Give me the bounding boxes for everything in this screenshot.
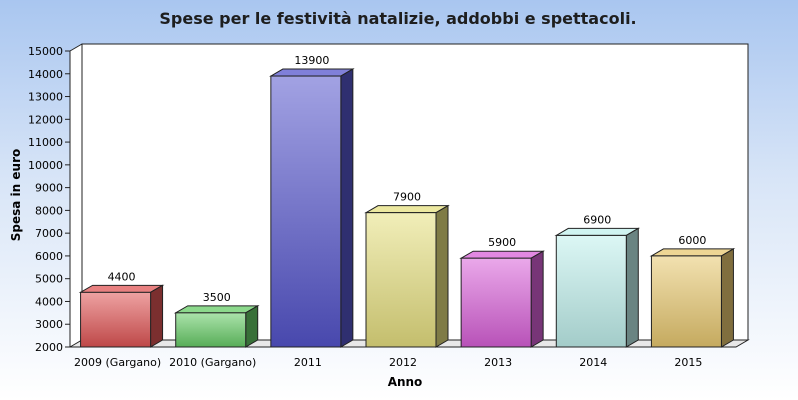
y-tick-label: 11000 (28, 136, 63, 149)
bar-6 (554, 227, 641, 348)
x-axis-title: Anno (388, 375, 423, 389)
y-axis-title: Spesa in euro (9, 149, 23, 241)
bar-front (80, 291, 152, 348)
y-tick-label: 4000 (35, 295, 63, 308)
bar-side (435, 204, 449, 348)
data-label: 4400 (108, 270, 136, 283)
bar-side (720, 248, 734, 348)
bar-side (340, 68, 354, 348)
x-tick-label: 2012 (389, 356, 417, 369)
chart-title: Spese per le festività natalizie, addobb… (159, 9, 636, 28)
bar-top (459, 250, 545, 259)
data-label: 6900 (583, 213, 611, 226)
bar-front (270, 75, 342, 348)
data-label: 6000 (678, 234, 706, 247)
data-label: 5900 (488, 236, 516, 249)
bar-front (555, 234, 627, 348)
bar-side (625, 227, 639, 348)
y-tick-label: 5000 (35, 273, 63, 286)
bar-side (245, 304, 259, 348)
y-tick-label: 12000 (28, 113, 63, 126)
x-axis: 2009 (Gargano) 2010 (Gargano) 2011 2012 2013… (74, 356, 702, 369)
bar-top (554, 227, 641, 236)
bar-front (365, 212, 437, 348)
y-tick-label: 9000 (35, 182, 63, 195)
y-tick-label: 15000 (28, 45, 63, 58)
bar-front (650, 255, 722, 348)
y-tick-label: 2000 (35, 341, 63, 354)
bar-front (460, 257, 532, 348)
bar-side (150, 284, 164, 348)
bar-top (269, 68, 355, 77)
data-label: 3500 (203, 291, 231, 304)
bar-side (530, 250, 544, 348)
y-tick-label: 14000 (28, 68, 63, 81)
plot-corner-line (69, 43, 83, 52)
data-label: 13900 (294, 54, 329, 67)
x-tick-label: 2013 (484, 356, 512, 369)
bar-top (364, 205, 450, 214)
bar-top (173, 305, 260, 314)
y-tick-label: 7000 (35, 227, 63, 240)
bar-3 (269, 68, 355, 348)
x-tick-label: 2014 (579, 356, 607, 369)
x-tick-label: 2011 (294, 356, 322, 369)
x-tick-label: 2015 (674, 356, 702, 369)
y-tick-label: 8000 (35, 204, 63, 217)
x-tick-label: 2009 (Gargano) (74, 356, 161, 369)
bars: 4400 3500 13900 7900 5900 6900 6000 (78, 54, 736, 348)
bar-5 (459, 250, 545, 348)
y-tick-label: 6000 (35, 250, 63, 263)
bar-7 (649, 248, 736, 348)
x-tick-label: 2010 (Gargano) (169, 356, 256, 369)
bar-2 (173, 304, 260, 348)
y-tick-label: 13000 (28, 91, 63, 104)
bar-1 (78, 284, 165, 348)
bar-4 (364, 204, 450, 348)
bar-front (175, 312, 247, 348)
bar-top (78, 284, 165, 293)
data-label: 7900 (393, 191, 421, 204)
bar-top (649, 248, 736, 257)
plot-back-wall (81, 43, 749, 340)
y-tick-label: 10000 (28, 159, 63, 172)
y-tick-label: 3000 (35, 318, 63, 331)
y-axis: 2000 3000 4000 5000 6000 7000 8000 9000 10000 110… (28, 45, 70, 354)
